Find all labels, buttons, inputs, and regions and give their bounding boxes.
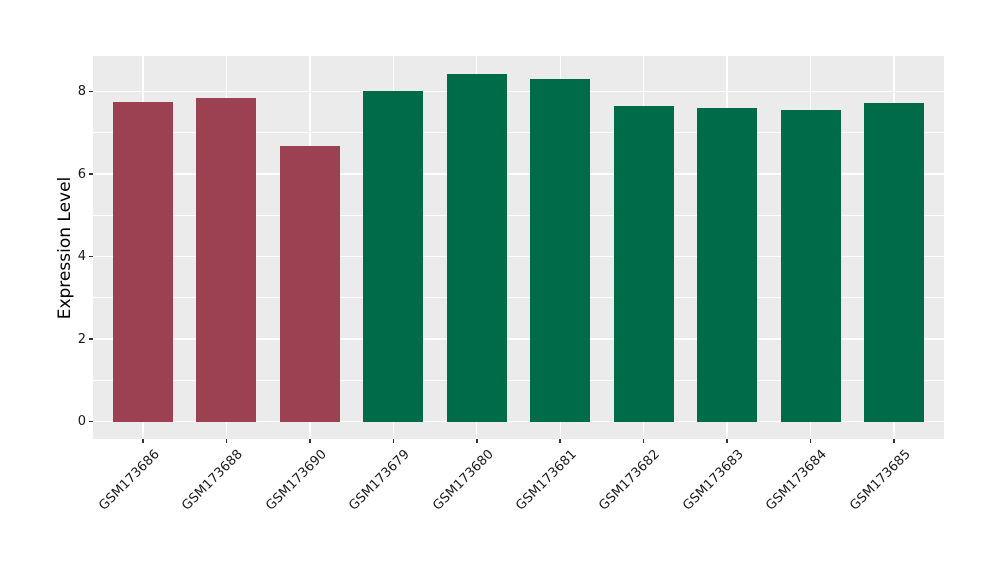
y-gridline-minor	[93, 214, 944, 216]
y-gridline-major	[93, 338, 944, 340]
x-tick-mark	[726, 439, 728, 443]
y-gridline-minor	[93, 132, 944, 134]
y-tick-label: 0	[77, 414, 86, 430]
x-tick-label: GSM173683	[680, 447, 747, 514]
y-gridline-major	[93, 90, 944, 93]
y-gridline-minor	[93, 379, 944, 381]
y-tick-label: 4	[77, 249, 86, 265]
bar	[113, 101, 174, 422]
x-tick-label: GSM173682	[596, 447, 664, 514]
x-tick-label: GSM173688	[179, 447, 247, 514]
bar	[780, 110, 841, 422]
bar	[279, 146, 340, 422]
bar	[697, 108, 758, 422]
y-tick-mark	[89, 420, 93, 423]
x-tick-label: GSM173680	[429, 447, 497, 514]
y-gridline-major	[93, 173, 944, 175]
x-tick-label: GSM173684	[763, 447, 831, 514]
y-tick-mark	[89, 173, 93, 175]
y-gridline-minor	[93, 297, 944, 299]
y-gridline-major	[93, 255, 944, 258]
x-tick-mark	[642, 439, 645, 443]
x-tick-label: GSM173681	[513, 447, 580, 514]
y-tick-mark	[89, 338, 93, 340]
y-tick-label: 8	[77, 83, 86, 99]
bar	[363, 91, 424, 422]
bar	[530, 79, 591, 422]
x-tick-label: GSM173685	[846, 447, 914, 514]
y-axis-title: Expression Level	[55, 176, 75, 320]
x-tick-mark	[893, 439, 895, 443]
y-tick-mark	[89, 255, 93, 258]
bar	[196, 98, 257, 422]
x-tick-mark	[142, 439, 144, 443]
x-tick-mark	[559, 439, 561, 443]
x-tick-mark	[476, 439, 478, 443]
y-tick-mark	[89, 90, 93, 93]
bar	[863, 103, 924, 422]
y-tick-label: 6	[77, 166, 86, 182]
x-tick-mark	[309, 439, 311, 443]
x-tick-mark	[392, 439, 395, 443]
plot-panel	[93, 56, 944, 439]
x-tick-mark	[225, 439, 228, 443]
x-tick-label: GSM173690	[262, 447, 330, 514]
x-tick-mark	[809, 439, 812, 443]
y-tick-label: 2	[77, 331, 86, 347]
x-tick-label: GSM173679	[346, 447, 413, 514]
bar	[613, 105, 674, 422]
bar	[446, 73, 507, 422]
x-tick-label: GSM173686	[96, 447, 163, 514]
y-gridline-major	[93, 420, 944, 423]
